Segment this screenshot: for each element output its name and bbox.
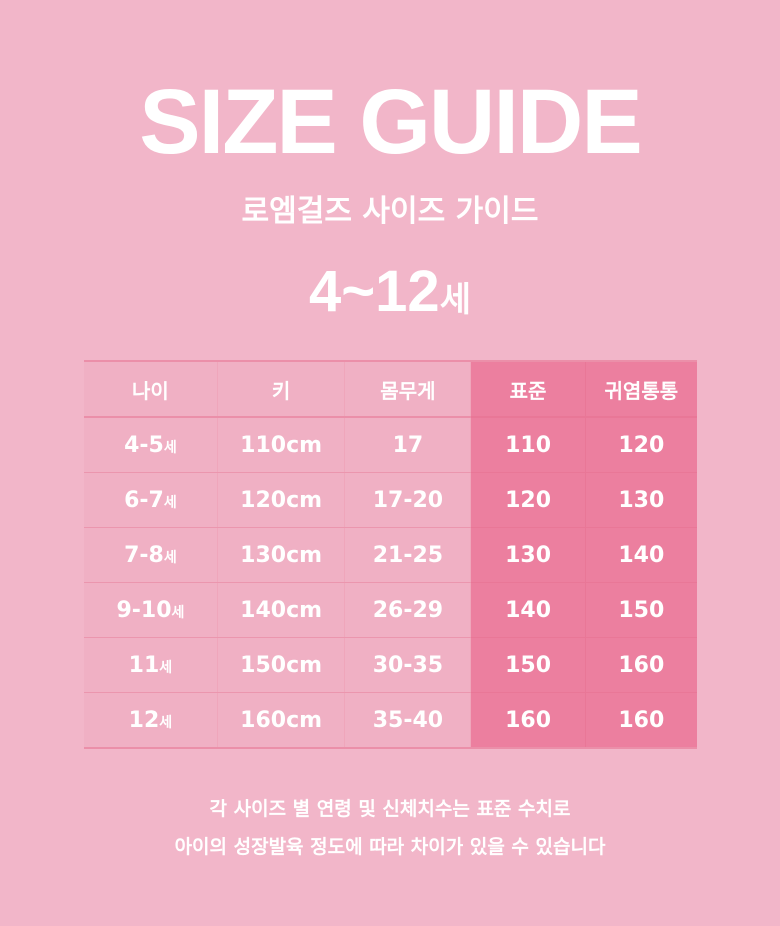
table-row: 9-10세 140cm 26-29 140 150 (84, 582, 697, 638)
cell-weight: 26-29 (344, 582, 472, 638)
age-value: 6-7 (124, 487, 164, 513)
page-subtitle: 로엠걸즈 사이즈 가이드 (241, 194, 539, 229)
cell-age: 12세 (84, 692, 218, 749)
note-line: 아이의 성장발육 정도에 따라 차이가 있을 수 있습니다 (174, 836, 606, 858)
cell-weight: 21-25 (344, 527, 472, 583)
age-value: 4-5 (124, 432, 164, 458)
header-chubby: 귀염통통 (585, 361, 697, 418)
header-standard: 표준 (470, 361, 586, 418)
cell-age: 4-5세 (84, 417, 218, 473)
cell-age: 7-8세 (84, 527, 218, 583)
age-suffix: 세 (163, 549, 177, 566)
cell-age: 9-10세 (84, 582, 218, 638)
age-range-value: 4~12 (309, 259, 440, 324)
cell-height: 150cm (217, 637, 346, 693)
table-row: 11세 150cm 30-35 150 160 (84, 637, 697, 693)
cell-age: 6-7세 (84, 472, 218, 528)
page-title: SIZE GUIDE (139, 71, 642, 173)
cell-chubby: 160 (585, 637, 697, 693)
header-age: 나이 (84, 361, 218, 418)
note-line: 각 사이즈 별 연령 및 신체치수는 표준 수치로 (209, 798, 571, 820)
cell-chubby: 140 (585, 527, 697, 583)
age-value: 11 (128, 652, 160, 678)
cell-standard: 120 (470, 472, 586, 528)
cell-height: 120cm (217, 472, 346, 528)
cell-height: 110cm (217, 417, 346, 473)
age-suffix: 세 (159, 714, 173, 731)
cell-height: 160cm (217, 692, 346, 749)
cell-standard: 150 (470, 637, 586, 693)
age-range: 4~12세 (0, 258, 780, 325)
cell-weight: 30-35 (344, 637, 472, 693)
cell-standard: 160 (470, 692, 586, 749)
table-header-row: 나이 키 몸무게 표준 귀염통통 (84, 361, 697, 418)
cell-standard: 130 (470, 527, 586, 583)
table-row: 7-8세 130cm 21-25 130 140 (84, 527, 697, 583)
cell-height: 130cm (217, 527, 346, 583)
cell-chubby: 160 (585, 692, 697, 749)
cell-chubby: 150 (585, 582, 697, 638)
age-value: 9-10 (116, 597, 172, 623)
cell-standard: 110 (470, 417, 586, 473)
cell-weight: 35-40 (344, 692, 472, 749)
age-value: 7-8 (124, 542, 164, 568)
age-suffix: 세 (171, 604, 185, 621)
cell-weight: 17-20 (344, 472, 472, 528)
cell-standard: 140 (470, 582, 586, 638)
cell-chubby: 120 (585, 417, 697, 473)
age-suffix: 세 (163, 439, 177, 456)
cell-age: 11세 (84, 637, 218, 693)
age-value: 12 (128, 707, 160, 733)
age-suffix: 세 (163, 494, 177, 511)
table-row: 6-7세 120cm 17-20 120 130 (84, 472, 697, 528)
header-height: 키 (217, 361, 346, 418)
cell-chubby: 130 (585, 472, 697, 528)
header-weight: 몸무게 (344, 361, 472, 418)
size-table: 나이 키 몸무게 표준 귀염통통 4-5세 110cm 17 110 120 6-… (84, 360, 697, 749)
age-range-unit: 세 (439, 281, 471, 319)
table-row: 12세 160cm 35-40 160 160 (84, 692, 697, 749)
cell-height: 140cm (217, 582, 346, 638)
table-row: 4-5세 110cm 17 110 120 (84, 417, 697, 473)
size-note: 각 사이즈 별 연령 및 신체치수는 표준 수치로 아이의 성장발육 정도에 따… (0, 790, 780, 866)
cell-weight: 17 (344, 417, 472, 473)
age-suffix: 세 (159, 659, 173, 676)
